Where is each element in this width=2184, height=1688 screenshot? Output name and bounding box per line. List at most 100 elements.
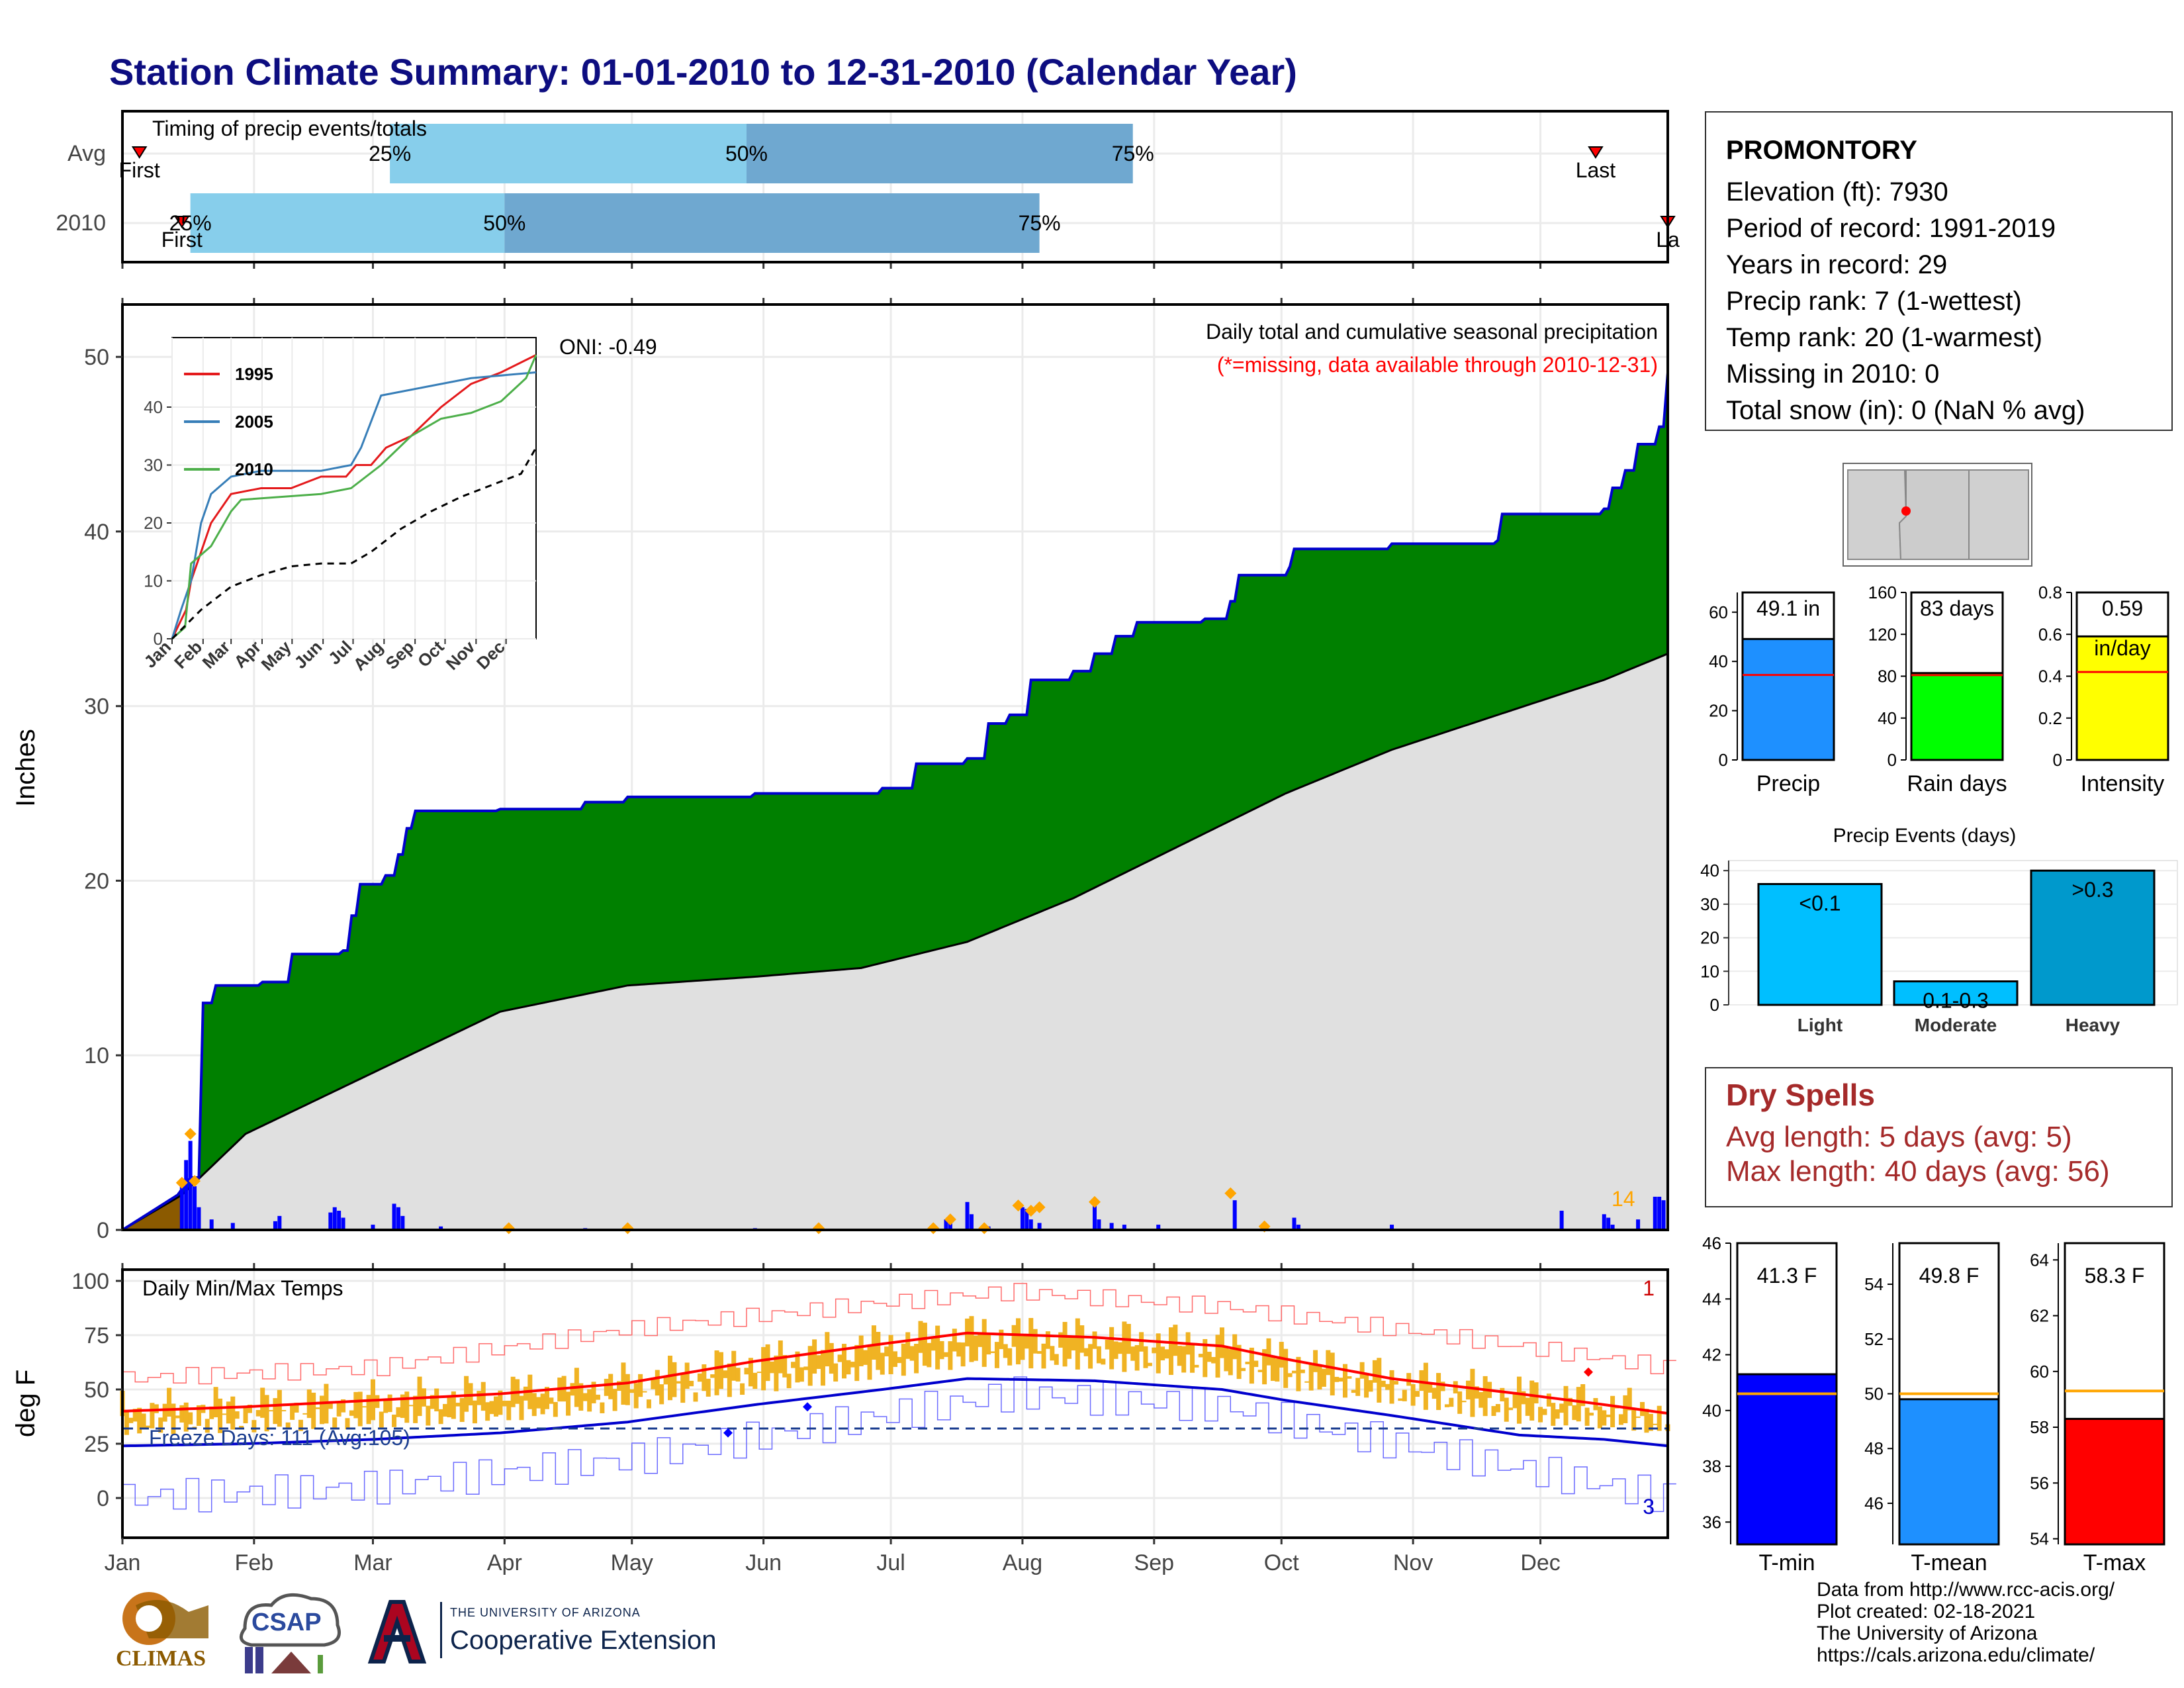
temp-daily-bar [604,1378,609,1396]
temp-daily-bar [1602,1410,1607,1426]
temp-daily-bar [1152,1347,1157,1354]
temp-daily-bar [595,1394,600,1400]
temp-daily-bar [1109,1327,1115,1370]
temp-daily-bar [196,1405,201,1427]
temp-daily-bar [582,1393,588,1401]
temp-daily-bar [1364,1375,1369,1398]
precip-daily-bar [1028,1219,1033,1230]
temp-daily-bar [137,1407,142,1434]
precip-daily-bar [1559,1210,1564,1230]
timing-bar-25-50 [190,193,505,253]
temp-daily-bar [710,1374,715,1378]
temp-daily-bar [1266,1338,1271,1366]
page-title: Station Climate Summary: 01-01-2010 to 1… [109,51,1297,93]
temp-daily-bar [625,1374,630,1405]
station-precip-rank: Precip rank: 7 (1-wettest) [1726,287,2022,316]
temp-daily-bar [1449,1397,1454,1407]
temp-daily-bars [120,1316,1670,1435]
precip-daily-bar [396,1207,400,1230]
temp-summary-tick: 48 [1864,1438,1884,1458]
temp-daily-bar [1389,1370,1394,1404]
temp-daily-bar [1262,1349,1267,1385]
temp-daily-bar [1054,1354,1059,1365]
summary-bar-value-text2: in/day [2094,636,2150,660]
temp-daily-bar [676,1381,681,1384]
temp-daily-bar [1003,1344,1008,1358]
precip-daily-bar [1610,1225,1615,1230]
temp-daily-bar [277,1389,282,1427]
temp-summary-tick: 52 [1864,1329,1884,1349]
temp-daily-bar [1130,1346,1136,1361]
temp-daily-bar [434,1388,439,1412]
temp-record-marker [1584,1367,1593,1377]
temp-summary-tick: 50 [1864,1384,1884,1404]
temp-daily-bar [1300,1370,1305,1374]
temp-summary-tick: 58 [2030,1417,2049,1437]
temp-daily-bar [1555,1409,1560,1419]
precip-subtitle: Daily total and cumulative seasonal prec… [1206,320,1658,344]
temp-daily-bar [1368,1380,1373,1392]
temp-daily-bar [269,1410,274,1412]
temp-daily-bar [1041,1343,1046,1369]
temp-daily-bar [145,1425,150,1429]
temp-daily-bar [1482,1376,1488,1417]
temp-daily-bar [612,1389,617,1411]
temp-y-tick: 50 [84,1378,109,1403]
events-bar-light [1757,882,1883,1006]
temp-summary-tick: 46 [1702,1233,1721,1253]
temp-daily-bar [1398,1398,1403,1401]
temp-daily-bar [413,1395,418,1423]
precip-event-diamond [1033,1201,1046,1213]
temp-daily-bar [451,1391,456,1419]
temp-daily-bar [1436,1373,1441,1411]
temp-daily-bar [183,1402,189,1432]
temp-daily-bar [464,1376,469,1412]
temp-summary-label: T-min [1759,1550,1815,1575]
temp-daily-bar [1249,1347,1254,1384]
precip-daily-bar [1092,1200,1097,1230]
precip-event-diamond [184,1127,197,1140]
temp-daily-bar [549,1397,554,1404]
temp-daily-bar [447,1396,452,1418]
precip-daily-bar [184,1160,189,1230]
tmax-avg-line [122,1331,1668,1415]
temp-x-tick: Jan [105,1550,141,1575]
temp-x-tick: Aug [1003,1550,1043,1575]
temp-daily-bar [1083,1348,1089,1356]
inset-legend-label: 1995 [235,364,273,384]
summary-bar-tick: 0.6 [2038,624,2062,644]
credit-data-source: Data from http://www.rcc-acis.org/ [1817,1579,2115,1601]
temp-daily-bar [1657,1405,1662,1431]
temp-daily-bar [1419,1370,1424,1391]
temp-daily-bar [668,1355,673,1401]
precip-daily-bar [1122,1225,1126,1230]
temp-x-axis: Jan Feb Mar Apr May Jun Jul Aug Sep Oct Nov Dec [105,1538,1561,1575]
precip-daily-bars [179,1141,1666,1230]
temp-daily-bar [264,1395,269,1432]
temp-summary-tick: 40 [1702,1401,1721,1421]
timing-q50-label: 50% [725,142,768,165]
temp-title: Daily Min/Max Temps [142,1276,343,1300]
temp-daily-bar [1232,1334,1238,1360]
temp-daily-bar [243,1406,248,1424]
temp-y-tick: 100 [71,1269,109,1294]
temp-daily-bar [205,1419,210,1433]
temp-daily-bar [383,1399,388,1413]
temp-daily-bar [952,1329,957,1352]
temp-daily-bar [1160,1346,1165,1361]
temp-daily-bar [1279,1342,1284,1368]
temp-daily-bar [1067,1337,1072,1359]
temp-daily-bar [357,1391,363,1427]
temp-daily-bar [774,1355,779,1391]
temp-daily-bar [837,1354,842,1362]
temp-daily-bar [1101,1358,1106,1365]
temp-daily-bar [880,1352,885,1375]
temp-daily-bar [935,1325,940,1370]
temp-x-tick: Mar [353,1550,392,1575]
temp-daily-bar [345,1418,350,1430]
temp-daily-bar [1474,1386,1479,1399]
events-y-tick: 10 [1700,961,1719,981]
precip-daily-bar [965,1201,970,1230]
temp-daily-bar [1177,1346,1182,1366]
temp-daily-bar [744,1368,749,1375]
